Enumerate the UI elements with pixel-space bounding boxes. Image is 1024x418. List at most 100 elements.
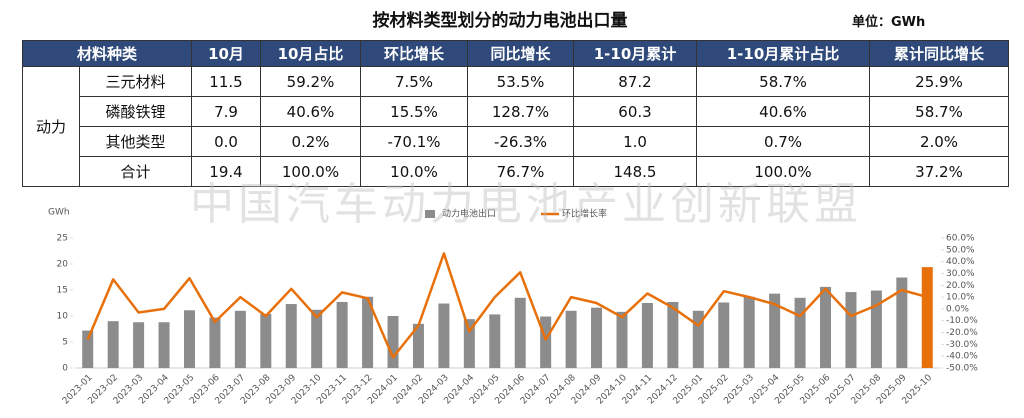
y2-tick-label: -10.0%: [946, 316, 978, 326]
table-cell: 三元材料: [78, 66, 193, 97]
bar: [209, 317, 221, 368]
bar: [718, 302, 730, 368]
table-cell: -26.3%: [467, 126, 574, 157]
bar: [565, 310, 577, 368]
table-cell: 19.4: [191, 156, 261, 187]
chart: GWh 0 5 10 15 20 25 -50.0% -40.0% -30.0% -20.0% -10…: [48, 208, 978, 407]
bar: [921, 267, 933, 368]
table-cell: 15.5%: [360, 96, 468, 127]
bar: [489, 314, 501, 368]
bar: [794, 297, 806, 368]
bar: [234, 310, 246, 368]
bar: [616, 311, 628, 368]
header-cell: 累计同比增长: [869, 40, 1009, 67]
table-cell: 40.6%: [260, 96, 361, 127]
table-cell: 2.0%: [869, 126, 1009, 157]
table-cell: 其他类型: [78, 126, 193, 157]
table-cell: 87.2: [573, 66, 697, 97]
bar: [641, 303, 653, 368]
table-cell: 0.7%: [696, 126, 870, 157]
y-tick-label: 5: [62, 338, 68, 348]
legend-label: 环比增长率: [562, 208, 607, 220]
title: 按材料类型划分的动力电池出口量: [372, 11, 628, 31]
bar: [82, 330, 94, 368]
table-row: 磷酸铁锂 7.9 40.6% 15.5% 128.7% 60.3 40.6% 58.7%: [23, 96, 1009, 127]
bar: [896, 277, 908, 368]
bar: [463, 319, 475, 368]
y-tick-label: 25: [57, 234, 68, 244]
bar: [133, 322, 145, 368]
legend-label: 动力电池出口: [442, 208, 496, 220]
table-cell: 60.3: [573, 96, 697, 127]
table-cell: 58.7%: [696, 66, 870, 97]
table-cell: 7.5%: [360, 66, 468, 97]
bar: [362, 296, 374, 368]
table-cell: 7.9: [191, 96, 261, 127]
bar: [769, 293, 781, 368]
table-cell: 100.0%: [696, 156, 870, 187]
table-cell: 0.0: [191, 126, 261, 157]
y2-tick-label: 50.0%: [946, 245, 975, 255]
bar: [514, 297, 526, 368]
table-cell: 合计: [78, 156, 193, 187]
header-cell: 10月: [191, 40, 261, 67]
bar: [743, 296, 755, 368]
table-cell: 76.7%: [467, 156, 574, 187]
y2-tick-label: 40.0%: [946, 257, 975, 267]
y-tick-label: 0: [62, 364, 68, 374]
table-row: 动力 三元材料 11.5 59.2% 7.5% 53.5% 87.2 58.7% 25.9%: [22, 66, 1009, 187]
table-cell: -70.1%: [360, 126, 468, 157]
table-cell: 148.5: [573, 156, 697, 187]
table-cell: 53.5%: [467, 66, 574, 97]
y2-tick-label: 10.0%: [946, 293, 975, 303]
table-cell: 37.2%: [869, 156, 1009, 187]
table-cell: 0.2%: [260, 126, 361, 157]
bar: [183, 310, 195, 368]
y2-tick-label: 60.0%: [946, 234, 975, 244]
table-cell: 11.5: [191, 66, 261, 97]
bar: [820, 286, 832, 368]
y2-tick-label: -50.0%: [946, 364, 978, 374]
group-cell: 动力: [22, 66, 80, 187]
legend-swatch: [425, 210, 435, 218]
bar: [311, 309, 323, 368]
bar: [540, 316, 552, 368]
header-row: 材料种类 10月 10月占比 环比增长 同比增长 1-10月累计 1-10月累计占比 累计同比…: [22, 40, 1009, 67]
bar: [591, 307, 603, 368]
bar: [692, 310, 704, 368]
y2-tick-label: -20.0%: [946, 328, 978, 338]
bar: [387, 316, 399, 368]
bar: [412, 323, 424, 368]
y2-tick-label: 30.0%: [946, 269, 975, 279]
bar: [336, 301, 348, 368]
bar: [667, 301, 679, 368]
y2-tick-label: 20.0%: [946, 281, 975, 291]
y-tick-label: 15: [57, 286, 68, 296]
table-cell: 1.0: [573, 126, 697, 157]
line: [86, 252, 928, 359]
bar: [158, 322, 170, 368]
table-cell: 40.6%: [696, 96, 870, 127]
data-table: 材料种类 10月 10月占比 环比增长 同比增长 1-10月累计 1-10月累计占比 累计同比…: [22, 40, 1009, 187]
y-tick-label: 10: [57, 312, 69, 322]
bar: [285, 304, 297, 368]
table-cell: 磷酸铁锂: [78, 96, 193, 127]
y2-tick-label: -30.0%: [946, 340, 978, 350]
bar: [870, 290, 882, 368]
header-cell: 环比增长: [360, 40, 468, 67]
y2-tick-label: -40.0%: [946, 352, 978, 362]
table-cell: 128.7%: [467, 96, 574, 127]
header-cell: 同比增长: [467, 40, 574, 67]
y2-tick-label: 0.0%: [946, 304, 969, 314]
header-cell: 材料种类: [22, 40, 192, 67]
table-cell: 59.2%: [260, 66, 361, 97]
y-axis-label: GWh: [48, 208, 70, 218]
table-row: 合计 19.4 100.0% 10.0% 76.7% 148.5 100.0% 37.2%: [23, 156, 1009, 187]
header-cell: 1-10月累计占比: [696, 40, 870, 67]
bar: [845, 292, 857, 368]
table-row: 其他类型 0.0 0.2% -70.1% -26.3% 1.0 0.7% 2.0%: [23, 126, 1009, 157]
bar: [107, 321, 119, 368]
table-cell: 58.7%: [869, 96, 1009, 127]
unit: 单位：GWh: [852, 15, 926, 30]
